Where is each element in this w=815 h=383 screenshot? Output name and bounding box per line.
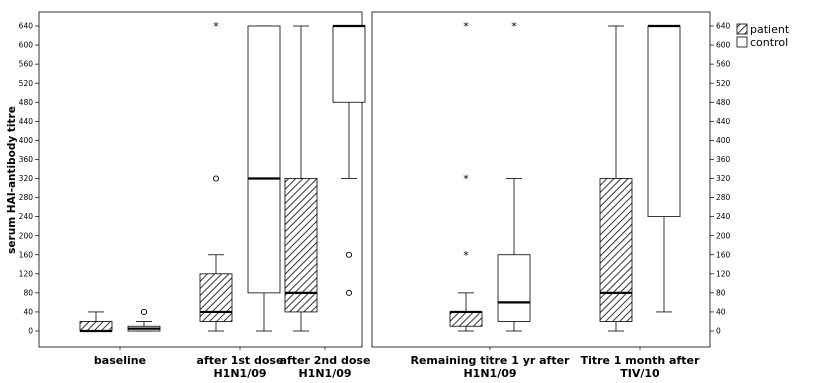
category-label-1: H1N1/09 bbox=[213, 367, 266, 380]
legend-label-control: control bbox=[750, 36, 788, 49]
y-tick-label-left: 0 bbox=[28, 327, 33, 336]
category-label-0: baseline bbox=[94, 354, 146, 367]
box-control-4 bbox=[647, 24, 681, 313]
y-tick-label-right: 440 bbox=[716, 117, 731, 126]
y-tick-label-right: 320 bbox=[716, 174, 731, 183]
box-iqr bbox=[599, 178, 633, 322]
box-control-0 bbox=[127, 308, 161, 332]
box-iqr bbox=[199, 273, 233, 322]
legend-swatch-control bbox=[736, 36, 748, 48]
legend-swatch-patient bbox=[736, 23, 748, 35]
category-label-2: after 2nd dose bbox=[280, 354, 371, 367]
extreme-marker: * bbox=[463, 173, 469, 186]
y-tick-label-right: 360 bbox=[716, 155, 731, 164]
box-iqr bbox=[497, 254, 531, 322]
y-tick-label-right: 600 bbox=[716, 41, 731, 50]
y-tick-label-left: 560 bbox=[19, 60, 34, 69]
y-tick-label-left: 480 bbox=[19, 98, 34, 107]
category-label-1: after 1st dose bbox=[197, 354, 284, 367]
y-tick-label-right: 80 bbox=[716, 288, 726, 297]
y-tick-label-left: 520 bbox=[19, 79, 34, 88]
y-tick-label-left: 320 bbox=[19, 174, 34, 183]
category-label-4: Titre 1 month after bbox=[581, 354, 700, 367]
extreme-marker: * bbox=[511, 20, 517, 33]
box-patient-2 bbox=[284, 25, 318, 332]
box-patient-0 bbox=[79, 311, 113, 333]
y-tick-label-left: 440 bbox=[19, 117, 34, 126]
y-axis-title: serum HAI-antibody titre bbox=[6, 106, 18, 254]
box-iqr bbox=[284, 178, 318, 313]
y-tick-label-right: 40 bbox=[716, 308, 726, 317]
y-tick-label-left: 120 bbox=[19, 269, 34, 278]
y-tick-label-right: 160 bbox=[716, 250, 731, 259]
y-tick-label-right: 280 bbox=[716, 193, 731, 202]
outlier-marker bbox=[140, 308, 148, 315]
y-tick-label-right: 240 bbox=[716, 212, 731, 221]
category-label-3: H1N1/09 bbox=[463, 367, 516, 380]
y-tick-label-right: 400 bbox=[716, 136, 731, 145]
y-tick-label-left: 640 bbox=[19, 22, 34, 31]
plot-panel-2 bbox=[371, 11, 711, 348]
y-tick-label-left: 600 bbox=[19, 41, 34, 50]
y-tick-label-left: 160 bbox=[19, 250, 34, 259]
outlier-marker bbox=[345, 251, 353, 258]
extreme-marker: * bbox=[213, 20, 219, 33]
extreme-marker: * bbox=[463, 249, 469, 262]
y-tick-label-left: 280 bbox=[19, 193, 34, 202]
y-tick-label-left: 400 bbox=[19, 136, 34, 145]
y-tick-label-right: 520 bbox=[716, 79, 731, 88]
extreme-marker: * bbox=[463, 20, 469, 33]
y-tick-label-right: 480 bbox=[716, 98, 731, 107]
box-iqr bbox=[449, 311, 483, 327]
y-tick-label-left: 40 bbox=[23, 308, 33, 317]
box-iqr bbox=[79, 321, 113, 332]
plot-panel-1 bbox=[38, 11, 363, 348]
y-tick-label-left: 200 bbox=[19, 231, 34, 240]
box-control-2 bbox=[332, 24, 366, 296]
y-tick-label-right: 200 bbox=[716, 231, 731, 240]
outlier-marker bbox=[212, 175, 220, 182]
box-patient-3: * * * bbox=[449, 20, 483, 332]
box-control-1 bbox=[247, 25, 281, 332]
box-iqr bbox=[332, 25, 366, 103]
y-tick-label-right: 640 bbox=[716, 22, 731, 31]
legend-label-patient: patient bbox=[750, 23, 790, 36]
y-tick-label-right: 120 bbox=[716, 269, 731, 278]
category-label-2: H1N1/09 bbox=[298, 367, 351, 380]
box-control-3: * bbox=[497, 20, 531, 332]
y-tick-label-left: 240 bbox=[19, 212, 34, 221]
box-patient-1: * bbox=[199, 20, 233, 332]
y-tick-label-left: 360 bbox=[19, 155, 34, 164]
box-iqr bbox=[647, 25, 681, 218]
y-tick-label-right: 0 bbox=[716, 327, 721, 336]
y-tick-label-left: 80 bbox=[23, 288, 33, 297]
category-label-3: Remaining titre 1 yr after bbox=[411, 354, 571, 367]
box-patient-4 bbox=[599, 25, 633, 332]
category-label-4: TIV/10 bbox=[620, 367, 660, 380]
y-tick-label-right: 560 bbox=[716, 60, 731, 69]
box-iqr bbox=[247, 25, 281, 294]
outlier-marker bbox=[345, 289, 353, 296]
